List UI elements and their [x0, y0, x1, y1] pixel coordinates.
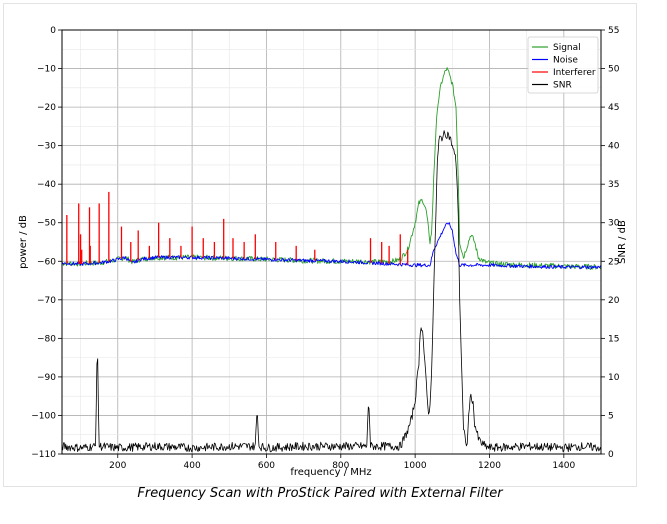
y2-tick-label: 55	[608, 26, 619, 36]
x-axis-label: frequency / MHz	[290, 467, 371, 478]
plot-frame	[61, 29, 602, 455]
y2-tick-label: 25	[608, 257, 619, 267]
y-tick-label: −60	[37, 257, 56, 267]
y-tick-label: −40	[37, 180, 56, 190]
y2-tick-label: 30	[608, 219, 620, 229]
x-tick-label: 400	[184, 461, 201, 471]
y2-tick-label: 15	[608, 334, 619, 344]
x-tick-label: 1400	[552, 461, 575, 471]
series-snr	[62, 130, 601, 453]
y-tick-label: −10	[37, 65, 56, 75]
y2-tick-label: 35	[608, 180, 619, 190]
noise-line	[62, 222, 601, 270]
y2-tick-label: 10	[608, 373, 620, 383]
y-tick-label: −70	[37, 296, 56, 306]
x-tick-label: 1200	[478, 461, 501, 471]
legend-label: SNR	[553, 81, 572, 91]
figure-frame: 200 400 600 800 1000 1200 1400 0 −10 −20 −30 −40 −50…	[3, 3, 637, 487]
legend-label: Noise	[553, 56, 578, 66]
y-axis-label: power / dB	[18, 215, 29, 269]
y-tick-label: 0	[50, 26, 56, 36]
y2-tick-label: 20	[608, 296, 620, 306]
axes-layer: 200 400 600 800 1000 1200 14000−10−20−30−40−50…	[31, 26, 619, 471]
legend: Signal Noise Interferer SNR	[527, 36, 599, 94]
y2-tick-label: 45	[608, 103, 619, 113]
figure-caption: Frequency Scan with ProStick Paired with…	[137, 486, 503, 501]
x-tick-label: 200	[109, 461, 126, 471]
chart: 200 400 600 800 1000 1200 14000−10−20−30−40−50…	[18, 26, 628, 478]
y2-tick-label: 0	[608, 450, 614, 460]
y-tick-label: −110	[31, 450, 56, 460]
y2-tick-label: 5	[608, 411, 614, 421]
legend-label: Interferer	[553, 68, 596, 78]
y-tick-label: −80	[37, 334, 56, 344]
y-tick-label: −20	[37, 103, 56, 113]
y2-axis-label: SNR / dB	[617, 220, 628, 264]
y-tick-label: −100	[31, 411, 56, 421]
x-tick-label: 1000	[404, 461, 427, 471]
y2-tick-label: 40	[608, 142, 620, 152]
y-tick-label: −50	[37, 219, 56, 229]
series-layer	[62, 67, 601, 453]
y-tick-label: −90	[37, 373, 56, 383]
snr-line	[62, 130, 601, 453]
x-tick-label: 800	[332, 461, 349, 471]
series-interferer	[66, 191, 409, 265]
x-tick-label: 600	[258, 461, 275, 471]
legend-label: Signal	[553, 43, 581, 53]
y-tick-label: −30	[37, 142, 56, 152]
y2-tick-label: 50	[608, 65, 620, 75]
legend-box	[527, 36, 599, 94]
